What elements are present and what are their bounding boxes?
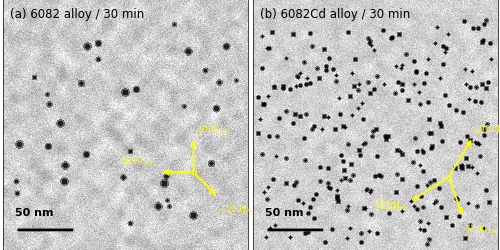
Text: 50 nm: 50 nm (15, 208, 53, 218)
Text: [001]$_{Al}$: [001]$_{Al}$ (476, 122, 500, 135)
Text: [010]$_{Al}$: [010]$_{Al}$ (374, 200, 407, 212)
Text: [010]$_{Al}$: [010]$_{Al}$ (122, 155, 154, 168)
Text: [100]$_{Al}$: [100]$_{Al}$ (220, 202, 253, 215)
Text: [001]$_{Al}$: [001]$_{Al}$ (198, 122, 231, 135)
Text: 50 nm: 50 nm (265, 208, 303, 218)
Text: (b) 6082Cd alloy / 30 min: (b) 6082Cd alloy / 30 min (260, 8, 410, 20)
Text: (a) 6082 alloy / 30 min: (a) 6082 alloy / 30 min (10, 8, 144, 20)
Text: [100]$_{Al}$: [100]$_{Al}$ (466, 222, 498, 235)
